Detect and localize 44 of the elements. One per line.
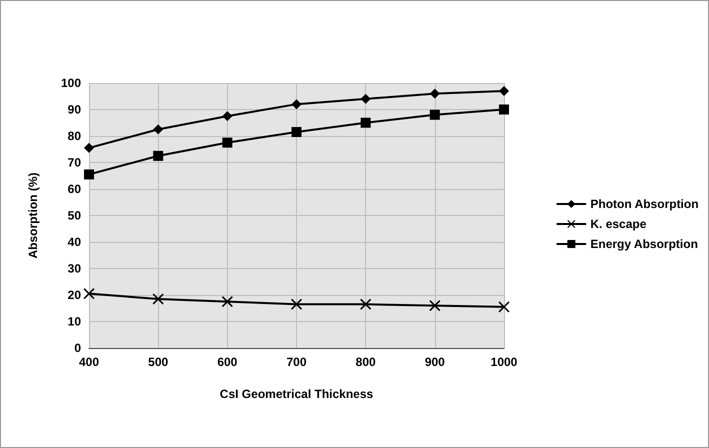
x-tick-label: 700 [286,355,307,369]
point [292,127,302,138]
y-tick-label: 60 [68,182,82,196]
legend-label: Photon Absorption [590,197,699,211]
point [430,88,440,99]
y-tick-label: 20 [68,288,82,302]
point [222,138,232,148]
x-axis-title: CsI Geometrical Thickness [220,387,374,401]
x-tick-label: 800 [356,355,376,369]
point [222,296,233,308]
point [153,150,164,161]
point [84,142,94,153]
legend-label: Energy Absorption [590,237,698,251]
point [152,293,164,304]
point [430,110,440,120]
legend-label: K. escape [590,217,647,231]
x-tick-label: 500 [148,355,168,369]
y-tick-label: 90 [68,102,82,116]
y-tick-label: 40 [68,235,82,249]
point [360,298,372,310]
y-tick-label: 0 [74,341,82,355]
y-tick-label: 70 [68,156,82,170]
point [292,99,302,110]
point [84,169,94,180]
point [84,288,94,300]
y-tick-label: 80 [68,129,82,143]
x-tick-label: 900 [424,355,446,369]
x-tick-label: 400 [78,355,100,369]
point [153,124,164,134]
point [291,298,302,310]
y-tick-label: 100 [60,76,82,90]
point [360,118,371,128]
x-tick-label: 1000 [490,355,518,369]
point [498,301,510,312]
y-tick-label: 30 [68,262,82,276]
y-tick-label: 50 [68,208,82,222]
point [360,94,371,104]
y-tick-label: 10 [68,314,82,328]
y-axis-title: Absorption (%) [26,172,40,258]
point [499,86,509,96]
point [429,300,440,312]
point [222,111,232,122]
x-tick-label: 600 [217,355,238,369]
point [499,104,509,114]
